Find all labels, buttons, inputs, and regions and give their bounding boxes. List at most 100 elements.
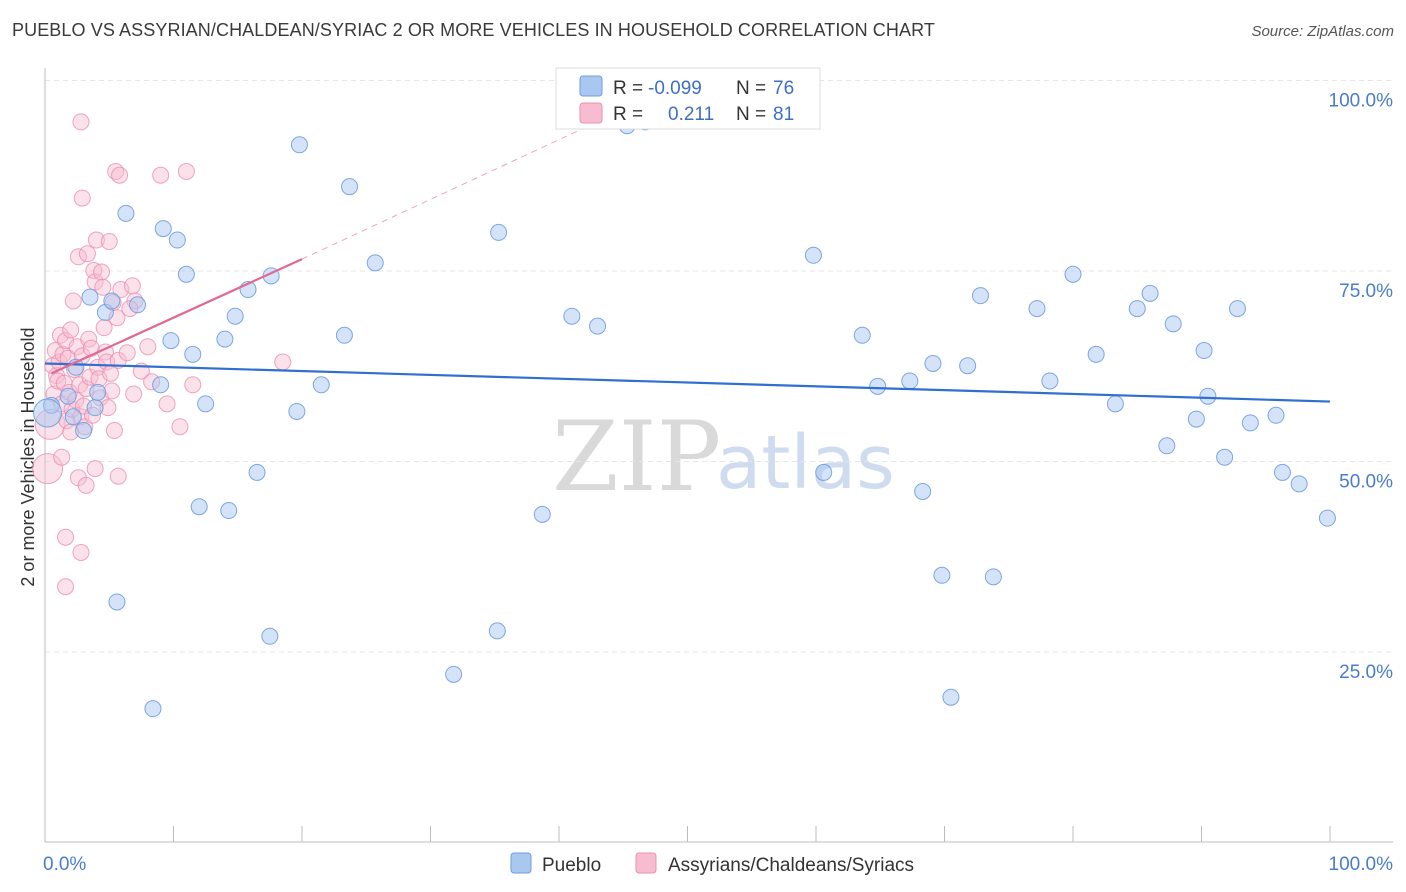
assyrian-point xyxy=(62,321,80,339)
pueblo-point xyxy=(335,326,353,344)
pueblo-point xyxy=(226,307,244,325)
pueblo-point xyxy=(1164,315,1182,333)
assyrian-point xyxy=(103,382,121,400)
pueblo-point xyxy=(959,357,977,375)
legend-n-label: N = xyxy=(736,104,766,125)
legend-r-label: R = xyxy=(613,104,643,125)
pueblo-point xyxy=(901,372,919,390)
pueblo-point xyxy=(59,387,77,405)
pueblo-point xyxy=(184,345,202,363)
pueblo-point xyxy=(1041,372,1059,390)
y-tick-label: 25.0% xyxy=(1339,662,1393,683)
assyrian-point xyxy=(123,277,141,295)
pueblo-point xyxy=(933,566,951,584)
pueblo-point xyxy=(853,326,871,344)
assyrian-trend-line xyxy=(50,258,303,375)
pueblo-point xyxy=(81,288,99,306)
pueblo-point xyxy=(815,463,833,481)
pueblo-point xyxy=(154,220,172,238)
legend-n-value: 76 xyxy=(773,78,794,99)
assyrian-point xyxy=(184,376,202,394)
assyrian-point xyxy=(51,326,69,344)
y-tick-label: 100.0% xyxy=(1329,91,1394,112)
assyrian-point xyxy=(73,189,91,207)
assyrian-point xyxy=(46,342,64,360)
pueblo-point xyxy=(64,408,82,426)
assyrian-point xyxy=(109,467,127,485)
pueblo-point xyxy=(1028,300,1046,318)
pueblo-point xyxy=(563,307,581,325)
pueblo-point xyxy=(197,395,215,413)
assyrian-point xyxy=(105,422,123,440)
legend-n-value: 81 xyxy=(773,104,794,125)
assyrian-point xyxy=(100,233,118,251)
pueblo-point xyxy=(75,422,93,440)
legend-label-assyrian: Assyrians/Chaldeans/Syriacs xyxy=(668,855,914,876)
tick-labels: 25.0% 50.0% 75.0% 100.0% 0.0% 100.0% xyxy=(43,91,1393,876)
chart-title: PUEBLO VS ASSYRIAN/CHALDEAN/SYRIAC 2 OR … xyxy=(12,20,935,40)
assyrian-point xyxy=(177,162,195,180)
pueblo-point xyxy=(1267,406,1285,424)
pueblo-point xyxy=(1128,300,1146,318)
assyrian-point xyxy=(86,460,104,478)
watermark-atlas: atlas xyxy=(716,420,895,506)
pueblo-point xyxy=(248,463,266,481)
assyrian-point xyxy=(94,278,112,296)
pueblo-point xyxy=(162,332,180,350)
pueblo-point xyxy=(1141,284,1159,302)
legend-label-pueblo: Pueblo xyxy=(542,855,601,876)
series-legend: Pueblo Assyrians/Chaldeans/Syriacs xyxy=(510,852,914,876)
pueblo-point xyxy=(589,317,607,335)
legend-swatch-pueblo xyxy=(510,852,532,874)
pueblo-point xyxy=(1106,395,1124,413)
assyrian-point xyxy=(139,338,157,356)
assyrian-point xyxy=(64,292,82,310)
pueblo-point xyxy=(220,502,238,520)
assyrian-point xyxy=(57,528,75,546)
assyrian-points xyxy=(32,113,292,596)
pueblo-point xyxy=(1158,437,1176,455)
pueblo-point xyxy=(533,505,551,523)
pueblo-point xyxy=(1199,387,1217,405)
legend-r-label: R = xyxy=(613,78,643,99)
pueblo-point xyxy=(129,296,147,314)
assyrian-point xyxy=(171,418,189,436)
pueblo-point xyxy=(103,292,121,310)
pueblo-point xyxy=(488,622,506,640)
pueblo-point xyxy=(1064,265,1082,283)
pueblo-point xyxy=(261,627,279,645)
pueblo-point xyxy=(89,383,107,401)
y-tick-label: 75.0% xyxy=(1339,281,1393,302)
pueblo-point xyxy=(984,568,1002,586)
axes xyxy=(44,68,1393,843)
assyrian-point xyxy=(72,543,90,561)
assyrian-point xyxy=(152,166,170,184)
legend-swatch-assyrian xyxy=(635,852,657,874)
x-tick-label: 0.0% xyxy=(43,854,86,875)
pueblo-point xyxy=(1187,410,1205,428)
assyrian-point xyxy=(77,476,95,494)
assyrian-point xyxy=(78,245,96,263)
pueblo-point xyxy=(312,376,330,394)
y-axis-label: 2 or more Vehicles in Household xyxy=(18,327,38,586)
pueblo-point xyxy=(490,223,508,241)
pueblo-point xyxy=(445,665,463,683)
assyrian-point xyxy=(111,166,129,184)
assyrian-point xyxy=(87,231,105,249)
pueblo-point xyxy=(1216,448,1234,466)
pueblo-point xyxy=(1195,342,1213,360)
pueblo-point xyxy=(1228,300,1246,318)
pueblo-point xyxy=(177,265,195,283)
pueblo-point xyxy=(290,136,308,154)
pueblo-point xyxy=(190,498,208,516)
assyrian-point xyxy=(49,372,67,390)
assyrian-point xyxy=(69,248,87,266)
pueblo-point xyxy=(1318,509,1336,527)
pueblo-points xyxy=(33,82,1336,718)
pueblo-point xyxy=(216,330,234,348)
y-tick-label: 50.0% xyxy=(1339,472,1393,493)
legend-r-value: 0.211 xyxy=(668,104,714,125)
assyrian-point xyxy=(158,395,176,413)
assyrian-point xyxy=(125,385,143,403)
